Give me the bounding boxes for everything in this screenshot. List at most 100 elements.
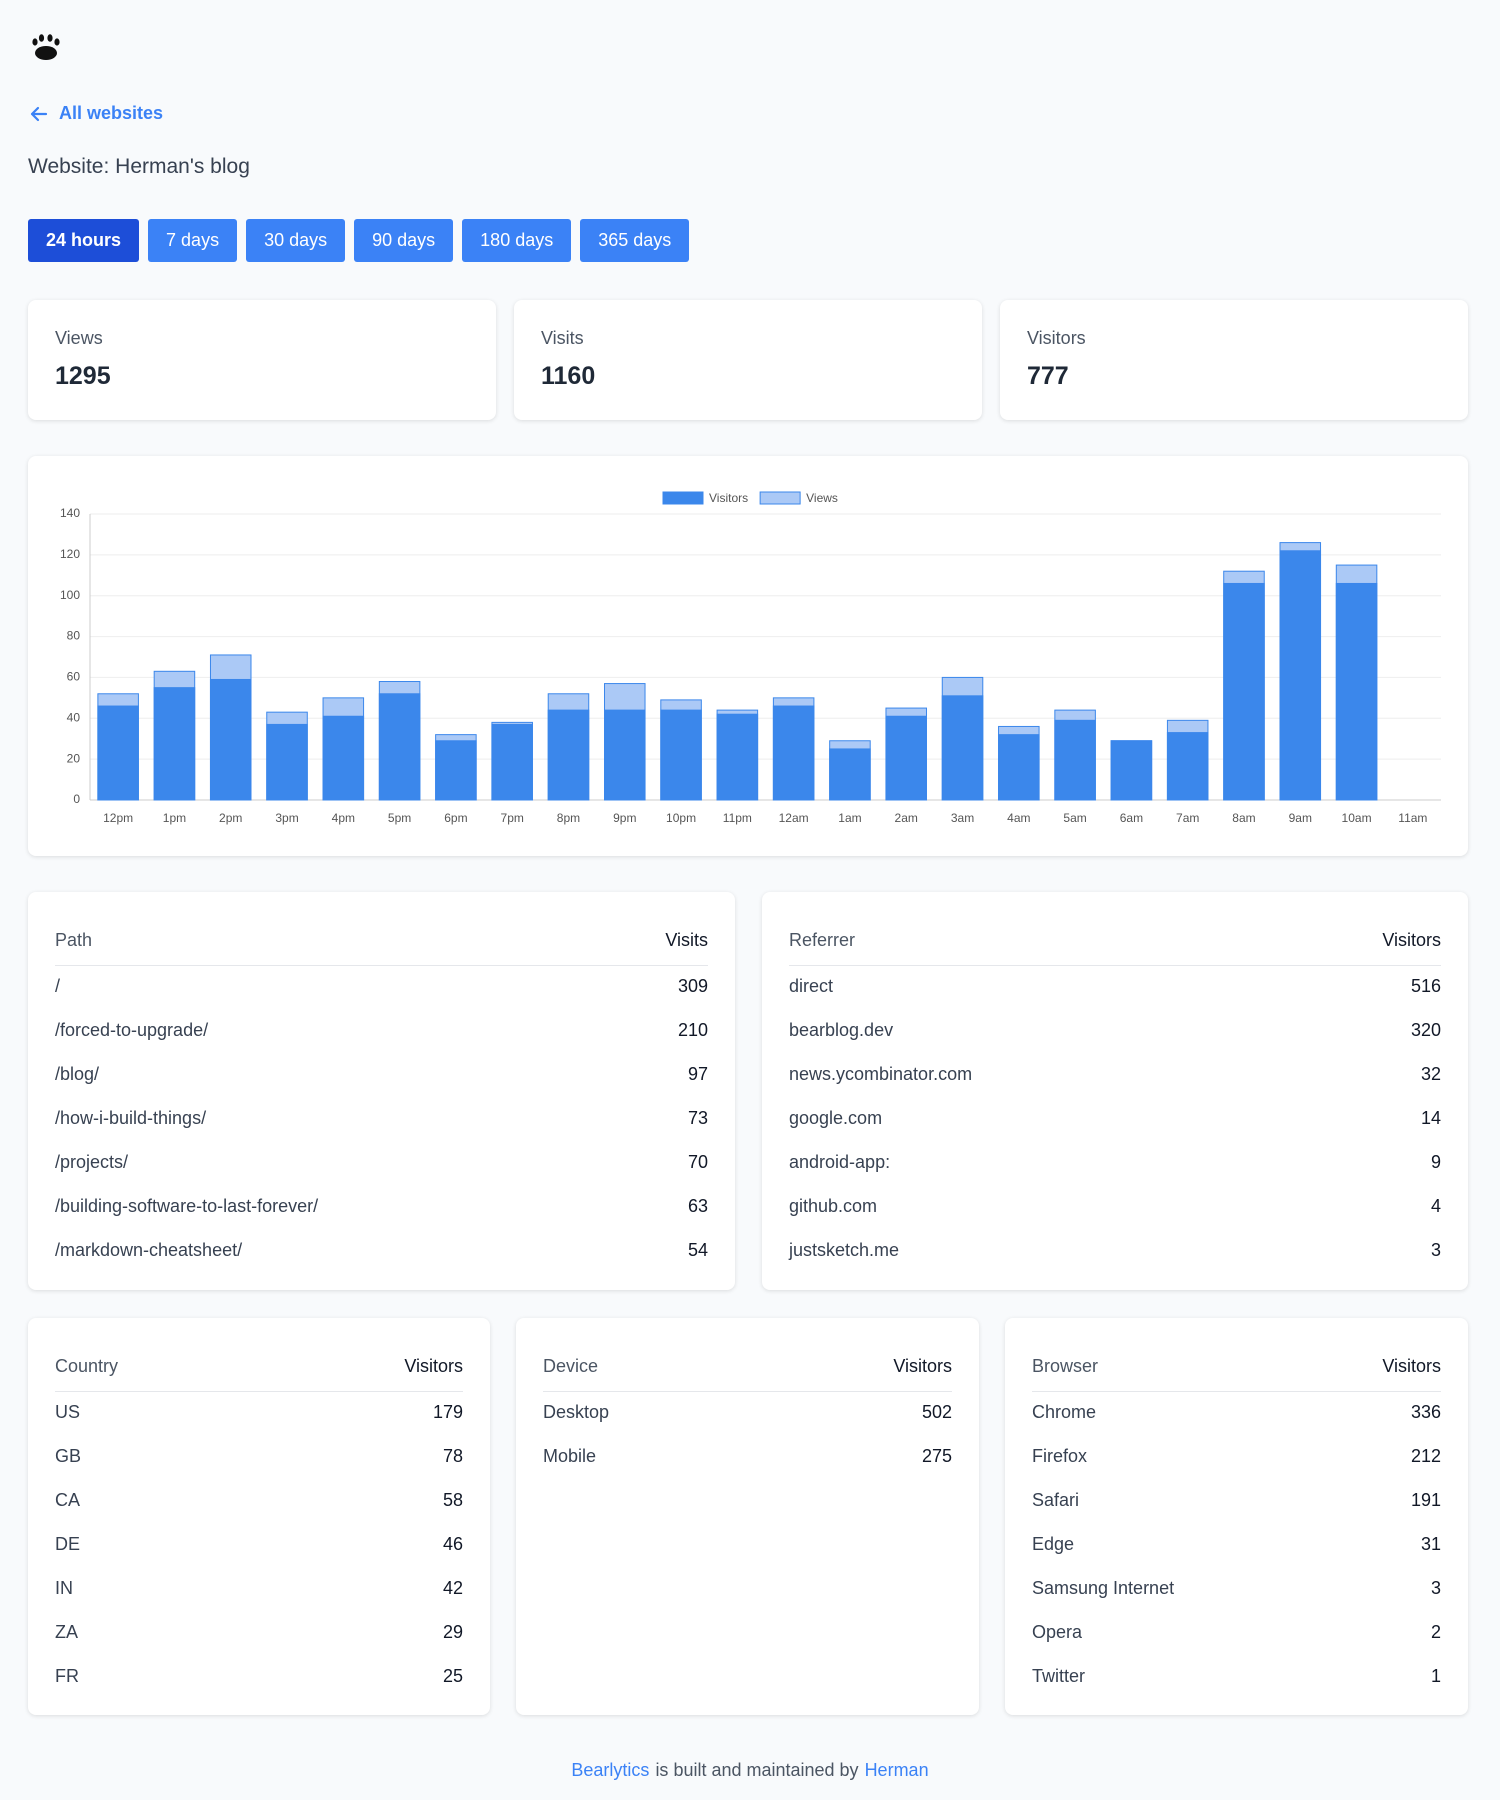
stat-label: Views — [55, 328, 103, 348]
x-tick-label: 12pm — [103, 811, 133, 825]
y-tick-label: 100 — [60, 588, 80, 602]
table-card: Country Visitors US 179 GB 78 CA 58 DE 46 IN 42 ZA 29… — [28, 1318, 490, 1715]
x-tick-label: 10pm — [666, 811, 696, 825]
stat-card: Visitors 777 — [1000, 300, 1468, 420]
back-link[interactable]: All websites — [29, 103, 163, 124]
bar — [322, 715, 365, 801]
row-value: 54 — [687, 1240, 708, 1260]
table-header: Path Visits — [55, 930, 708, 966]
bar — [716, 713, 759, 801]
footer-text: is built and maintained by — [655, 1760, 859, 1780]
row-value: 275 — [921, 1446, 952, 1466]
row-label: /blog/ — [55, 1064, 100, 1084]
row-value: 516 — [1410, 976, 1441, 996]
table-row: /building-software-to-last-forever/63 — [55, 1196, 708, 1226]
row-value: 9 — [1430, 1152, 1441, 1172]
table-row: ZA 29 — [55, 1622, 463, 1652]
stat-value: 1160 — [541, 362, 596, 390]
table-row: FR 25 — [55, 1666, 463, 1696]
row-label: Firefox — [1032, 1446, 1088, 1466]
bar — [435, 740, 477, 801]
table-row: direct 516 — [789, 976, 1441, 1006]
table-row: bearblog.dev 320 — [789, 1020, 1441, 1050]
row-value: 78 — [442, 1446, 463, 1466]
table-header: Device Visitors — [543, 1356, 952, 1392]
table-row: US 179 — [55, 1402, 463, 1432]
row-value: 3 — [1430, 1578, 1441, 1598]
row-label: news.ycombinator.com — [789, 1064, 973, 1084]
row-label: direct — [789, 976, 834, 996]
row-value: 70 — [687, 1152, 708, 1172]
website-title: Website: Herman's blog — [28, 155, 250, 178]
table-card: Browser Visitors Chrome 336 Firefox 212 Safari… — [1005, 1318, 1468, 1715]
table-row: news.ycombinator.com 32 — [789, 1064, 1441, 1094]
row-label: /forced-to-upgrade/ — [55, 1020, 209, 1040]
table-row: GB 78 — [55, 1446, 463, 1476]
bar — [547, 709, 590, 801]
range-button[interactable]: 24 hours — [28, 219, 140, 262]
legend-swatch — [662, 491, 704, 505]
x-tick-label: 3pm — [275, 811, 298, 825]
row-label: CA — [55, 1490, 81, 1510]
x-tick-label: 1am — [838, 811, 861, 825]
x-tick-label: 5am — [1063, 811, 1086, 825]
table-row: /projects/70 — [55, 1152, 708, 1182]
row-label: /how-i-build-things/ — [55, 1108, 207, 1128]
range-button[interactable]: 30 days — [246, 219, 346, 262]
row-value: 73 — [687, 1108, 708, 1128]
x-tick-label: 9pm — [613, 811, 636, 825]
row-label: DE — [55, 1534, 81, 1554]
column-header: Path — [55, 930, 93, 950]
bar — [1335, 582, 1378, 801]
table-row: Twitter 1 — [1032, 1666, 1441, 1696]
bar — [829, 748, 871, 801]
footer: Bearlytics is built and maintained by Herm… — [0, 1760, 1500, 1781]
stat-card: Views 1295 — [28, 300, 496, 420]
x-tick-label: 6pm — [444, 811, 467, 825]
stat-label: Visits — [541, 328, 584, 348]
row-value: 320 — [1410, 1020, 1441, 1040]
y-tick-label: 0 — [73, 792, 80, 806]
row-label: / — [55, 976, 61, 996]
column-header: Visits — [665, 930, 708, 950]
chart: 0 20 40 60 80 100 120 140 Visitors Views 12pm 1pm 2p… — [60, 491, 1441, 825]
arrow-icon — [30, 106, 48, 121]
author-link[interactable]: Herman — [864, 1760, 929, 1780]
x-tick-label: 2pm — [219, 811, 242, 825]
row-value: 210 — [677, 1020, 708, 1040]
x-tick-label: 7pm — [501, 811, 524, 825]
chart-card: 0 20 40 60 80 100 120 140 Visitors Views 12pm 1pm 2p… — [28, 456, 1468, 856]
y-tick-label: 140 — [60, 506, 80, 520]
row-value: 97 — [687, 1064, 708, 1084]
row-label: Chrome — [1032, 1402, 1097, 1422]
x-tick-label: 2am — [895, 811, 918, 825]
row-label: google.com — [789, 1108, 883, 1128]
x-tick-label: 11pm — [723, 811, 752, 825]
stat-value: 777 — [1027, 362, 1069, 390]
table-row: DE 46 — [55, 1534, 463, 1564]
bar — [153, 687, 196, 801]
logo — [32, 34, 60, 60]
x-tick-label: 3am — [951, 811, 974, 825]
row-value: 309 — [677, 976, 708, 996]
bar — [97, 705, 139, 801]
x-tick-label: 8am — [1232, 811, 1255, 825]
bar — [491, 723, 533, 801]
range-button[interactable]: 90 days — [354, 219, 454, 262]
table-card: Referrer Visitors direct 516 bearblog.dev 320… — [762, 892, 1468, 1290]
brand-link[interactable]: Bearlytics — [571, 1760, 650, 1780]
table-header: Country Visitors — [55, 1356, 463, 1392]
range-button[interactable]: 180 days — [462, 219, 572, 262]
column-header: Referrer — [789, 930, 856, 950]
bar — [378, 693, 421, 801]
table-row: Safari 191 — [1032, 1490, 1441, 1520]
legend-label: Visitors — [709, 491, 748, 505]
row-value: 502 — [921, 1402, 952, 1422]
range-buttons: 24 hours 7 days 30 days 90 days 180 days 365 … — [28, 219, 690, 262]
range-button[interactable]: 365 days — [580, 219, 690, 262]
table-row: /markdown-cheatsheet/54 — [55, 1240, 708, 1270]
bar — [772, 705, 815, 801]
range-button[interactable]: 7 days — [148, 219, 238, 262]
row-value: 46 — [442, 1534, 463, 1554]
row-value: 58 — [442, 1490, 463, 1510]
